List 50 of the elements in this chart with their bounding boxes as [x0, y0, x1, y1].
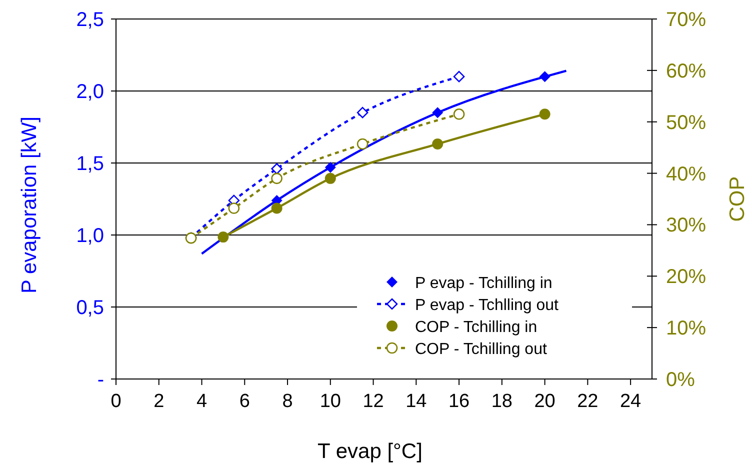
y-tick-label: 1,5 — [76, 153, 104, 175]
legend-label: P evap - Tchilling in — [415, 275, 552, 292]
y2-tick-label: 70% — [666, 9, 706, 31]
legend-label: P evap - Tchlling out — [415, 297, 560, 314]
x-tick-label: 0 — [110, 391, 122, 412]
line-series — [200, 70, 568, 255]
legend-label: COP - Tchilling in — [415, 319, 538, 336]
y2-tick-label: 40% — [666, 163, 706, 186]
x-tick-label: 4 — [196, 391, 208, 412]
x-tick-label: 16 — [448, 391, 470, 412]
y2-tick-label: 50% — [666, 112, 706, 134]
x-tick-label: 22 — [577, 391, 598, 412]
point — [324, 162, 336, 173]
y2-tick-label: 30% — [666, 214, 706, 237]
point — [356, 106, 368, 118]
y2-tick-label: 20% — [666, 266, 706, 288]
legend-label: COP - Tchilling out — [415, 341, 548, 358]
point — [453, 70, 465, 82]
point — [356, 138, 368, 150]
x-tick-label: 8 — [282, 391, 293, 412]
point — [539, 108, 550, 120]
point — [271, 202, 282, 214]
x-tick-label: 20 — [534, 391, 556, 412]
y-tick-label: 2,0 — [76, 81, 104, 103]
y2-tick-label: 60% — [666, 60, 706, 82]
x-tick-label: 2 — [154, 391, 164, 412]
y-tick-label: 2,5 — [76, 9, 104, 31]
point — [539, 71, 550, 82]
x-tick-label: 12 — [362, 391, 384, 412]
point — [432, 107, 444, 118]
point — [432, 138, 444, 150]
point — [228, 202, 240, 214]
y-tick-label: 1,0 — [76, 225, 104, 247]
y-tick-label: - — [97, 369, 104, 391]
point — [271, 163, 282, 174]
x-tick-label: 10 — [320, 391, 341, 412]
point — [271, 172, 282, 184]
point — [324, 172, 336, 184]
y-tick-label: 0,5 — [76, 297, 104, 319]
point — [453, 108, 465, 120]
x-axis-title: T evap [°C] — [318, 440, 422, 463]
x-tick-label: 18 — [491, 391, 512, 412]
x-tick-label: 14 — [406, 391, 428, 412]
x-tick-label: 24 — [620, 391, 642, 412]
y2-axis-title: COP — [726, 176, 749, 222]
y2-tick-label: 0% — [666, 369, 696, 391]
point — [218, 232, 229, 243]
y2-tick-label: 10% — [666, 318, 706, 340]
y-axis-title: P evaporation [kW] — [18, 116, 41, 294]
x-tick-label: 6 — [239, 391, 250, 412]
